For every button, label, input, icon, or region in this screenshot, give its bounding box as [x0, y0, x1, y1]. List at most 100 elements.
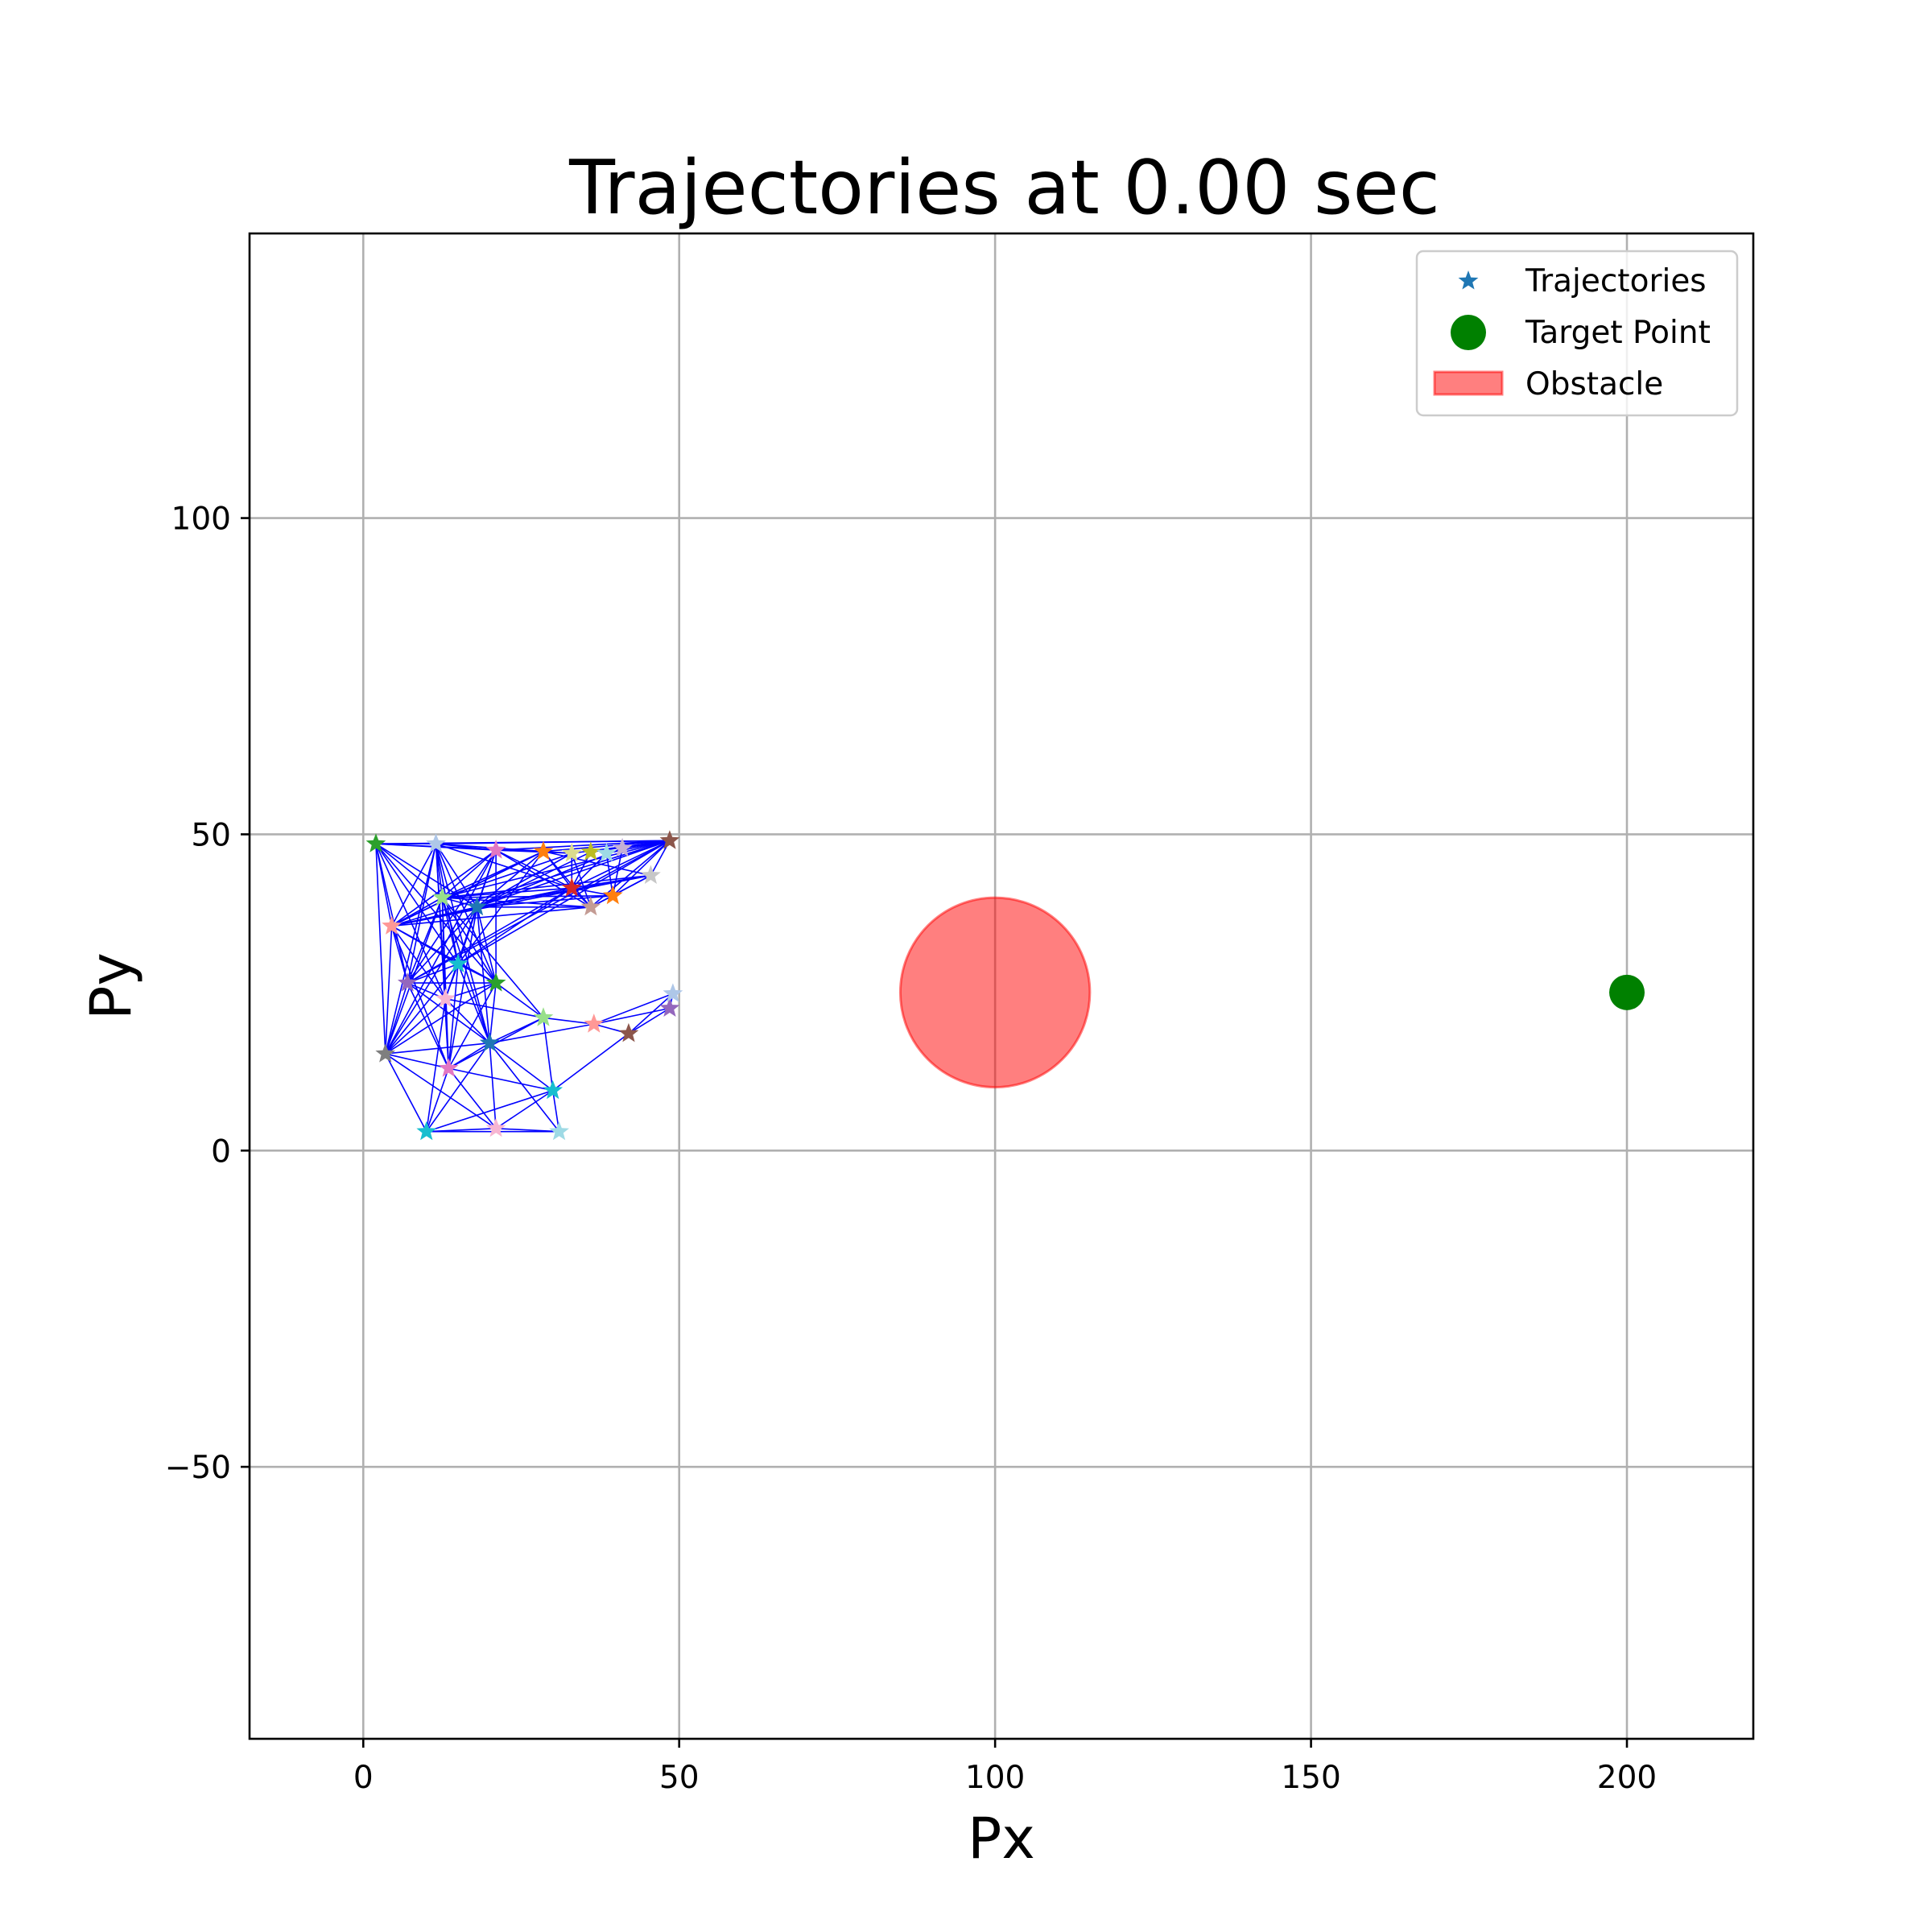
- legend-star-icon: [1458, 270, 1479, 290]
- legend-label-trajectories: Trajectories: [1525, 263, 1707, 299]
- edge-132: [385, 998, 446, 1055]
- trajectory-point-11: [580, 896, 601, 916]
- edge-75: [543, 850, 651, 877]
- edge-7: [375, 844, 408, 984]
- edge-154: [448, 1067, 497, 1129]
- x-axis-label: Px: [968, 1806, 1035, 1872]
- y-axis-label: Py: [78, 952, 144, 1020]
- x-tick-label-0: 0: [353, 1760, 374, 1796]
- trajectory-point-15: [467, 896, 487, 916]
- edge-152: [448, 1042, 490, 1069]
- trajectory-point-26: [438, 1058, 459, 1077]
- edge-79: [442, 887, 572, 898]
- edge-131: [445, 997, 544, 1019]
- trajectory-point-10: [561, 877, 582, 897]
- edge-138: [543, 1018, 554, 1091]
- edge-67: [477, 840, 671, 908]
- edge-106: [441, 897, 544, 1018]
- legend-label-obstacle: Obstacle: [1525, 366, 1663, 402]
- plot-frame: [248, 232, 1755, 1740]
- edge-108: [407, 906, 478, 984]
- edge-65: [391, 840, 671, 927]
- edge-159: [489, 1042, 560, 1133]
- edge-142: [593, 993, 674, 1025]
- trajectory-point-28: [543, 1080, 564, 1100]
- edge-136: [543, 1017, 594, 1025]
- trajectory-point-0: [365, 833, 386, 852]
- trajectory-point-24: [663, 983, 683, 1002]
- edge-62: [571, 840, 671, 889]
- edge-14: [436, 840, 670, 845]
- edge-33: [407, 849, 497, 984]
- edge-10: [375, 844, 386, 1055]
- edge-110: [476, 906, 497, 984]
- trajectory-point-14: [432, 887, 452, 906]
- trajectory-point-19: [435, 988, 456, 1008]
- chart-title: Trajectories at 0.00 sec: [568, 144, 1440, 231]
- edge-146: [552, 1033, 630, 1092]
- y-tick-label-2: 50: [191, 817, 231, 853]
- edge-114: [476, 906, 491, 1043]
- edge-97: [391, 850, 544, 927]
- edge-153: [426, 1067, 449, 1132]
- trajectory-points: [365, 830, 683, 1141]
- trajectory-point-2: [485, 840, 506, 859]
- edge-31: [441, 849, 497, 898]
- edge-149: [385, 1042, 490, 1055]
- trajectory-point-21: [584, 1013, 605, 1033]
- edge-119: [407, 982, 449, 1069]
- trajectory-point-5: [580, 841, 601, 861]
- edge-125: [457, 964, 490, 1044]
- edge-54: [477, 851, 592, 908]
- edge-144: [628, 1007, 671, 1034]
- edge-38: [495, 849, 592, 908]
- edge-133: [444, 998, 450, 1069]
- edge-139: [448, 1017, 544, 1069]
- edge-101: [441, 897, 459, 964]
- x-tick-label-4: 200: [1597, 1760, 1657, 1796]
- edge-87: [442, 894, 613, 898]
- edge-22: [384, 844, 437, 1055]
- edge-51: [477, 852, 572, 908]
- edge-30: [391, 849, 497, 927]
- edge-143: [489, 1023, 594, 1044]
- legend-label-target-point: Target Point: [1525, 315, 1711, 351]
- y-tick-label-0: −50: [165, 1450, 231, 1486]
- edge-130: [489, 982, 497, 1043]
- edge-150: [385, 1053, 427, 1133]
- trajectory-point-6: [597, 843, 617, 862]
- edge-141: [593, 1007, 671, 1025]
- edge-123: [385, 963, 459, 1055]
- edge-80: [477, 887, 572, 908]
- x-tick-label-3: 150: [1281, 1760, 1340, 1796]
- trajectory-point-25: [375, 1043, 396, 1063]
- edge-64: [612, 840, 671, 897]
- trajectory-point-31: [549, 1121, 569, 1141]
- y-tick-label-1: 0: [211, 1133, 231, 1170]
- trajectory-point-23: [659, 997, 680, 1017]
- obstacle-circle: [898, 896, 1092, 1089]
- trajectory-point-9: [641, 865, 661, 884]
- edge-66: [442, 840, 671, 898]
- trajectory-point-22: [618, 1022, 639, 1042]
- trajectory-point-30: [485, 1117, 506, 1137]
- edge-148: [385, 1053, 449, 1069]
- edge-56: [571, 852, 608, 889]
- legend-circle-icon: [1451, 315, 1486, 350]
- legend-obstacle-patch: [1433, 370, 1504, 396]
- edge-91: [390, 926, 408, 984]
- axis-ticks: 0 50 100 150 200 −50 0 50 100: [165, 502, 1657, 1796]
- trajectory-point-16: [397, 972, 418, 992]
- edge-102: [441, 897, 497, 984]
- edge-161: [495, 1089, 554, 1129]
- x-tick-label-2: 100: [965, 1760, 1025, 1796]
- edge-160: [426, 1089, 553, 1133]
- trajectory-point-13: [382, 915, 402, 935]
- edge-124: [448, 964, 459, 1069]
- trajectory-point-12: [602, 885, 623, 905]
- trajectory-point-1: [426, 833, 446, 852]
- edge-15: [390, 843, 437, 927]
- edge-5: [375, 843, 443, 898]
- edge-18: [407, 844, 437, 984]
- trajectory-point-18: [485, 972, 506, 992]
